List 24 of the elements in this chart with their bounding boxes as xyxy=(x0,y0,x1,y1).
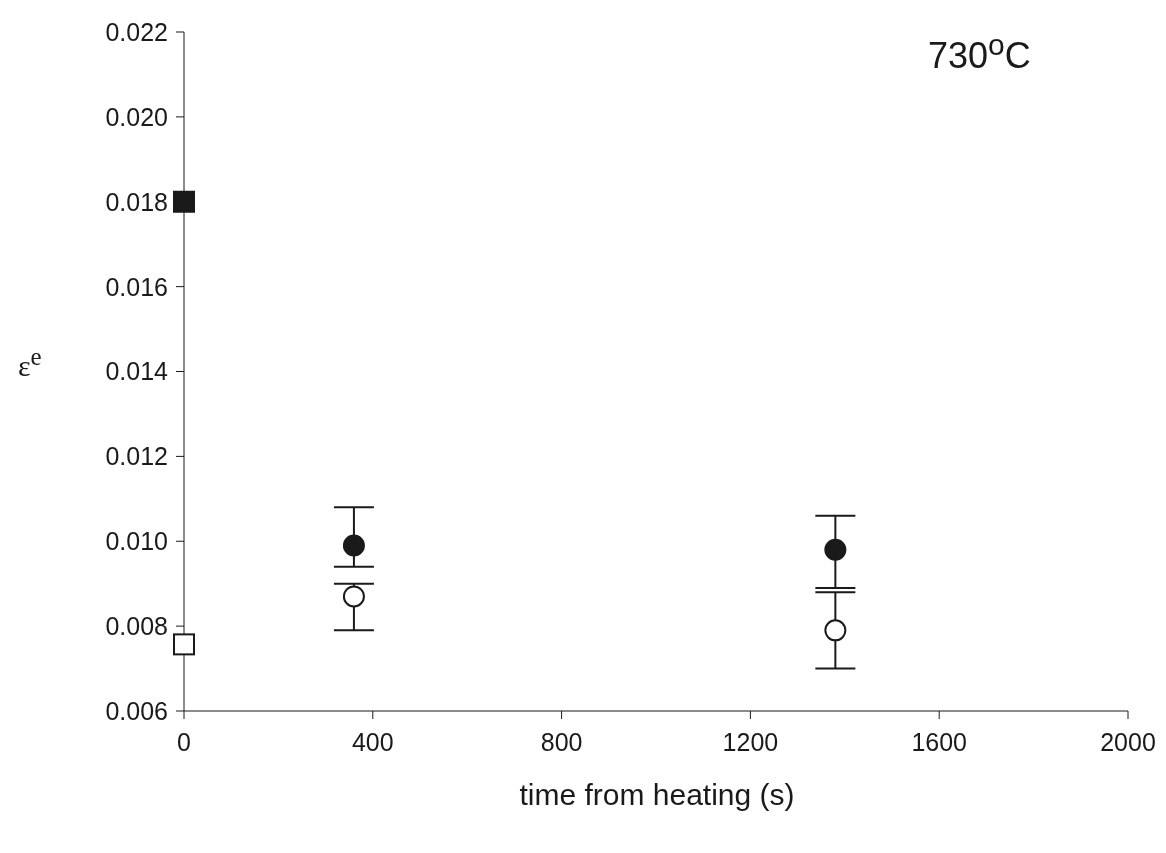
point xyxy=(173,190,195,213)
annotation: 730$^{o}$C xyxy=(928,28,1031,77)
y-axis-title: ε$^{e}$ xyxy=(18,343,42,383)
x-tick-label: 1200 xyxy=(722,727,779,756)
y-tick-label: 0.020 xyxy=(105,102,168,131)
x-axis-title: time from heating (s) xyxy=(518,778,796,812)
x-tick-label: 0 xyxy=(177,727,191,756)
x-tick-label: 2000 xyxy=(1100,727,1156,756)
y-tick-label: 0.022 xyxy=(105,17,168,46)
y-tick-label: 0.008 xyxy=(105,612,168,640)
x-tick-label: 800 xyxy=(540,727,583,756)
point xyxy=(173,633,195,656)
point xyxy=(824,619,847,642)
y-tick-label: 0.010 xyxy=(105,527,168,556)
x-tick-label: 400 xyxy=(351,727,394,756)
y-tick-label: 0.018 xyxy=(105,187,168,216)
y-tick-label: 0.012 xyxy=(105,442,168,471)
y-tick-label: 0.014 xyxy=(105,357,169,386)
point xyxy=(342,534,365,557)
y-tick-label: 0.016 xyxy=(105,272,168,301)
x-tick-label: 1600 xyxy=(911,727,968,756)
point xyxy=(342,585,365,608)
y-tick-label: 0.006 xyxy=(105,696,168,725)
point xyxy=(824,538,847,561)
